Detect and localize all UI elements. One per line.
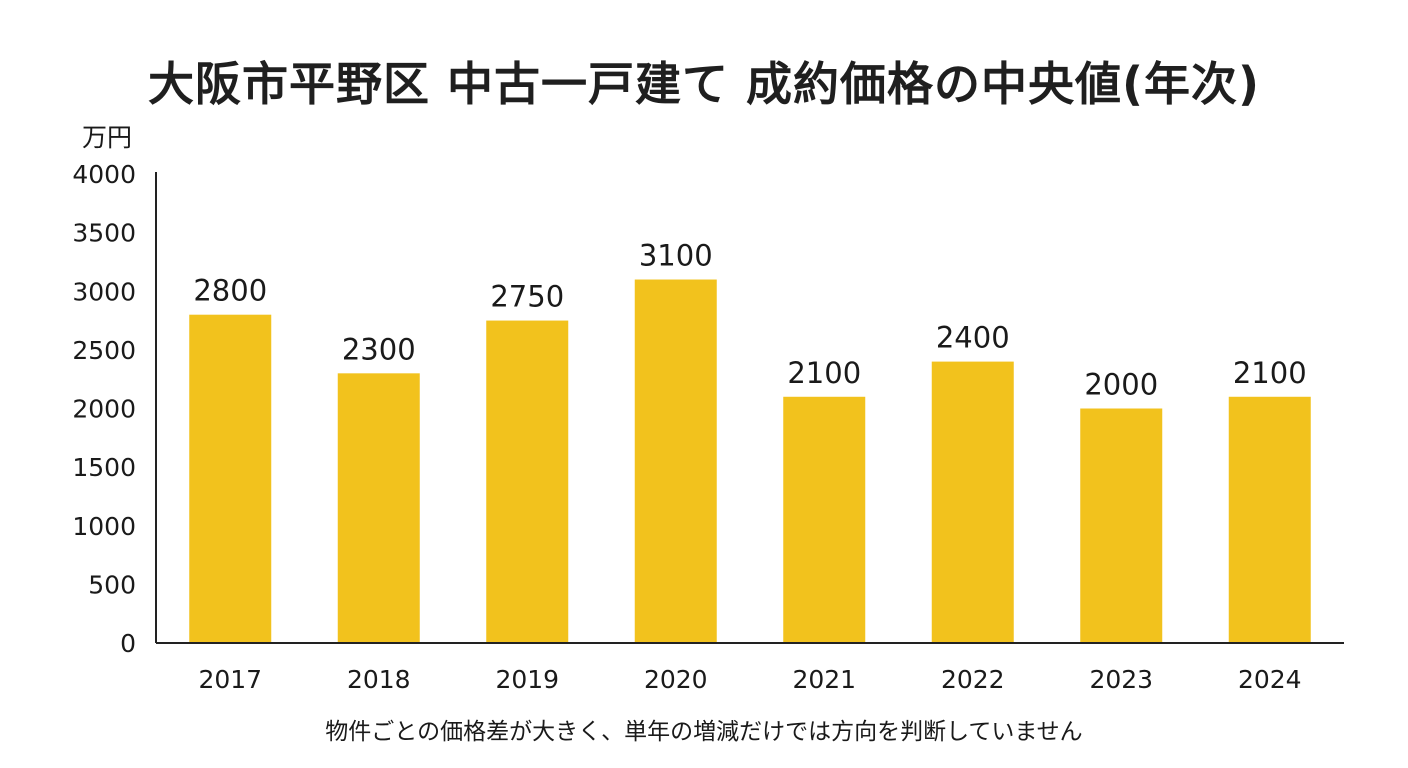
- x-tick-label: 2022: [941, 665, 1005, 694]
- bar-2018: [337, 373, 420, 643]
- bar-value-label: 2000: [1084, 368, 1158, 402]
- y-tick-label: 1500: [72, 453, 136, 482]
- y-tick-label: 500: [88, 570, 136, 599]
- bar-2024: [1228, 396, 1311, 643]
- y-tick-label: 2000: [72, 395, 136, 424]
- y-tick-label: 3000: [72, 277, 136, 306]
- x-tick-label: 2024: [1238, 665, 1302, 694]
- y-tick-label: 3500: [72, 219, 136, 248]
- y-tick-label: 1000: [72, 512, 136, 541]
- y-tick-label: 2500: [72, 336, 136, 365]
- y-axis-unit-label: 万円: [82, 123, 132, 152]
- bar-2017: [189, 314, 272, 643]
- bar-value-label: 2800: [193, 274, 267, 308]
- bar-value-label: 2100: [1233, 356, 1307, 390]
- x-tick-label: 2018: [347, 665, 411, 694]
- x-tick-label: 2020: [644, 665, 708, 694]
- chart-note: 物件ごとの価格差が大きく、単年の増減だけでは方向を判断していません: [325, 719, 1083, 745]
- bar-value-label: 2100: [787, 356, 861, 390]
- bar-value-label: 3100: [639, 239, 713, 273]
- chart-title: 大阪市平野区 中古一戸建て 成約価格の中央値(年次): [147, 57, 1261, 111]
- y-tick-label: 0: [120, 629, 136, 658]
- bar-value-label: 2750: [490, 280, 564, 314]
- bar-value-label: 2300: [342, 332, 416, 366]
- x-tick-label: 2017: [198, 665, 262, 694]
- bar-2021: [783, 396, 866, 643]
- bar-value-label: 2400: [936, 321, 1010, 355]
- bar-2020: [634, 279, 717, 643]
- bar-2019: [486, 320, 569, 643]
- x-tick-label: 2021: [792, 665, 856, 694]
- y-axis-ticks: 0 500 1000 1500 2000 2500 3000 3500 4000: [72, 160, 136, 658]
- bar-2023: [1080, 408, 1163, 643]
- x-tick-label: 2019: [495, 665, 559, 694]
- x-tick-label: 2023: [1089, 665, 1153, 694]
- bar-2022: [931, 361, 1014, 643]
- bars: 2800 2300 2750 3100 2100 2400 2000 2100: [189, 239, 1311, 643]
- y-tick-label: 4000: [72, 160, 136, 189]
- x-axis-ticks: 2017 2018 2019 2020 2021 2022 2023 2024: [198, 665, 1301, 694]
